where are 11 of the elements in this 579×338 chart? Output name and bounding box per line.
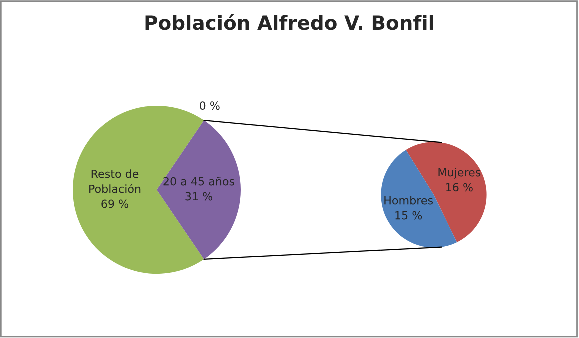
data-label: 69 %	[102, 200, 128, 208]
slice-label: Mujeres	[438, 168, 481, 179]
data-label: 16 %	[446, 183, 473, 192]
text: Población Alfredo V. Bonfil	[146, 14, 434, 30]
slice-label: Hombres	[384, 196, 434, 205]
slice-label: Resto de Población	[90, 170, 141, 194]
pie-slice	[157, 120, 241, 260]
slice-label: 20 a 45 años	[164, 176, 235, 186]
data-label: 15 %	[396, 211, 422, 220]
data-label: 31 %	[186, 192, 212, 201]
text: 0 %	[200, 102, 220, 110]
